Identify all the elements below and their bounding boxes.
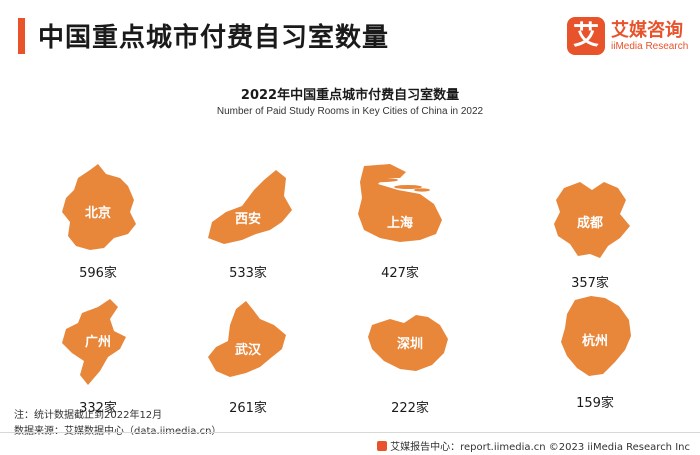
footnote: 注：统计数据截止到2022年12月 xyxy=(14,410,163,421)
city-value-label: 332家 xyxy=(79,401,117,416)
city-item: 上海 427家 xyxy=(350,160,450,290)
city-shape-path xyxy=(561,296,631,376)
city-map-shape xyxy=(62,299,126,385)
report-center-icon xyxy=(377,441,388,451)
city-value-label: 222家 xyxy=(391,401,429,416)
city-map-shape xyxy=(368,315,448,371)
data-source: 数据来源：艾媒数据中心（data.iimedia.cn） xyxy=(14,422,221,437)
footer-divider xyxy=(0,432,700,433)
city-value-label: 427家 xyxy=(381,266,419,281)
city-item: 西安 533家 xyxy=(198,160,298,290)
island-shape xyxy=(414,188,430,192)
city-item: 杭州 159家 xyxy=(545,290,645,420)
city-value-label: 596家 xyxy=(79,266,117,281)
island-shape xyxy=(362,177,398,183)
city-shape-path xyxy=(62,299,126,385)
logo-name: 艾媒咨询 xyxy=(611,20,683,41)
city-item: 深圳 222家 xyxy=(360,295,460,425)
city-name-label: 杭州 xyxy=(581,334,608,349)
city-shape-path xyxy=(208,301,286,377)
page-title: 中国重点城市付费自习室数量 xyxy=(38,23,390,53)
logo-subtitle: iiMedia Research xyxy=(611,41,689,52)
city-item: 北京 596家 xyxy=(48,160,148,290)
city-map-shape xyxy=(561,296,631,376)
city-map-shape xyxy=(208,170,292,244)
header-accent-bar xyxy=(18,18,25,54)
city-value-label: 261家 xyxy=(229,401,267,416)
island-shape xyxy=(394,185,422,189)
city-value-label: 533家 xyxy=(229,266,267,281)
city-map-shape xyxy=(62,164,136,250)
city-item: 武汉 261家 xyxy=(198,295,298,425)
logo-mark: 艾 xyxy=(567,17,605,55)
city-name-label: 成都 xyxy=(576,216,603,231)
city-shape-path xyxy=(368,315,448,371)
city-shape-path xyxy=(62,164,136,250)
city-map-shape xyxy=(358,164,442,242)
city-item: 广州 332家 xyxy=(48,295,148,425)
city-name-label: 西安 xyxy=(234,212,261,227)
city-name-label: 广州 xyxy=(84,335,111,350)
footer: 艾媒报告中心：report.iimedia.cn ©2023 iiMedia R… xyxy=(377,438,690,453)
iimedia-logo: 艾 艾媒咨询 iiMedia Research xyxy=(567,14,692,60)
city-shape-path xyxy=(554,182,630,258)
chart-title: 2022年中国重点城市付费自习室数量 xyxy=(240,88,460,103)
city-name-label: 上海 xyxy=(386,216,413,231)
city-name-label: 武汉 xyxy=(234,343,261,358)
city-map-shape xyxy=(208,301,286,377)
city-value-label: 357家 xyxy=(571,276,609,291)
city-shape-path xyxy=(358,164,442,242)
city-map-shape xyxy=(554,182,630,258)
city-name-label: 深圳 xyxy=(396,337,423,352)
city-value-label: 159家 xyxy=(576,396,614,411)
chart-subtitle: Number of Paid Study Rooms in Key Cities… xyxy=(216,106,484,117)
footer-text: 艾媒报告中心：report.iimedia.cn ©2023 iiMedia R… xyxy=(390,442,690,453)
city-item: 成都 357家 xyxy=(540,170,640,300)
city-name-label: 北京 xyxy=(84,206,111,221)
city-shape-path xyxy=(208,170,292,244)
